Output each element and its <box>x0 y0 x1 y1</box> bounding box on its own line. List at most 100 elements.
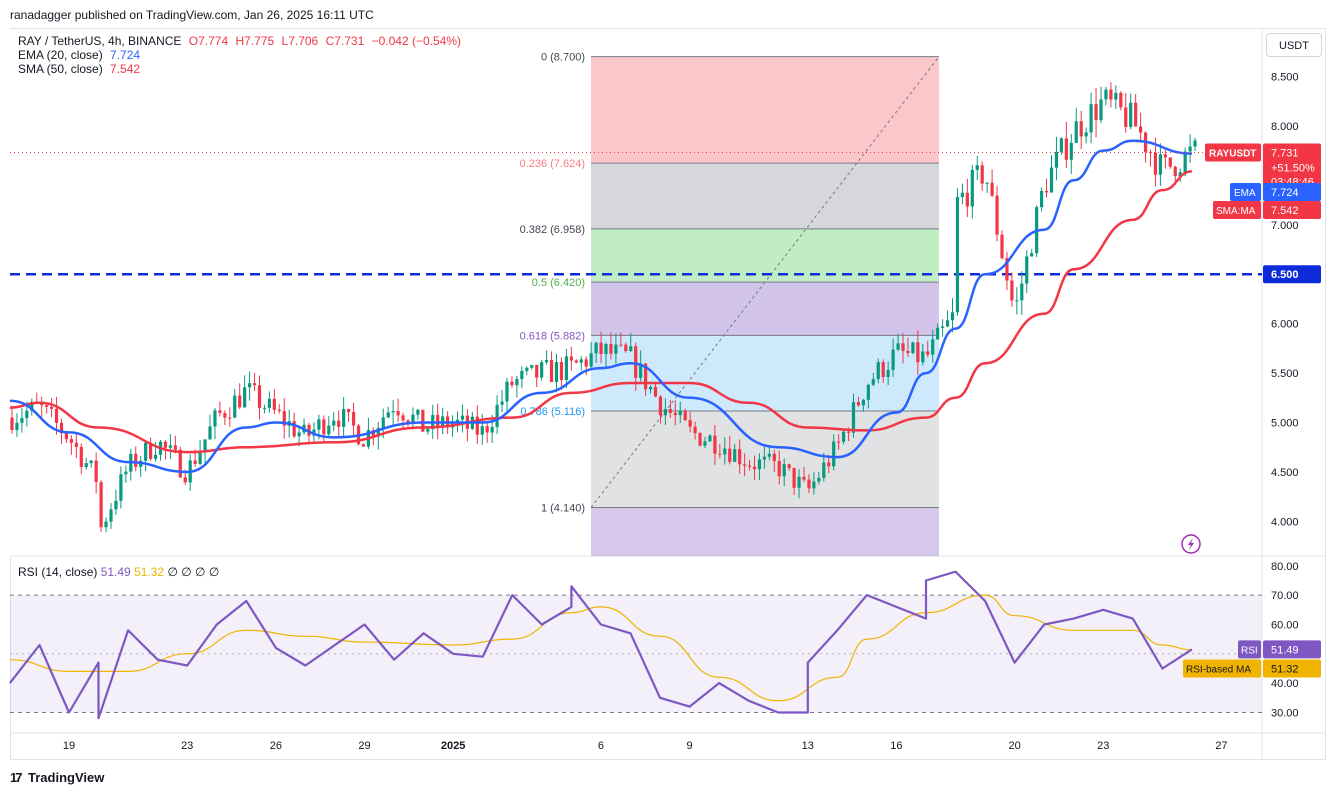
candle-body-133 <box>668 409 672 413</box>
candle-body-231 <box>1153 152 1158 175</box>
candle-body-200 <box>1000 234 1004 259</box>
candle-body-140 <box>703 441 707 446</box>
candle-body-185 <box>926 351 930 355</box>
candle-body-18 <box>99 482 103 528</box>
candle-body-12 <box>69 439 73 443</box>
candle-body-3 <box>25 410 29 419</box>
candle-body-180 <box>901 343 905 351</box>
candle-body-170 <box>851 402 856 433</box>
rsi-legend-value: 51.49 <box>100 565 131 579</box>
candle-body-120 <box>604 344 608 354</box>
time-tick-8: 16 <box>890 740 902 752</box>
time-tick-3: 29 <box>358 740 370 752</box>
fib-zone-0 <box>591 56 939 164</box>
candle-body-43 <box>223 413 227 418</box>
candle-body-42 <box>218 410 222 414</box>
sma50-line <box>9 170 1193 454</box>
sma-label[interactable]: SMA (50, close) <box>18 62 103 76</box>
candle-body-110 <box>554 362 559 382</box>
candle-body-205 <box>1025 256 1029 284</box>
candle-body-218 <box>1089 104 1093 133</box>
candle-body-45 <box>233 395 237 418</box>
candle-body-33 <box>173 445 177 450</box>
candle-body-221 <box>1104 89 1108 100</box>
symbol-tag-bg <box>1205 143 1261 162</box>
symbol-label[interactable]: RAY / TetherUS, 4h, BINANCE <box>18 34 182 48</box>
candle-body-99 <box>500 401 504 405</box>
candle-body-97 <box>490 426 494 433</box>
candle-body-47 <box>243 387 247 408</box>
candle-body-168 <box>842 431 846 442</box>
price-tick-9: 4.000 <box>1271 516 1299 528</box>
rsi-ma-tag-value-bg <box>1263 659 1321 678</box>
candle-body-41 <box>213 410 217 427</box>
tradingview-logo[interactable]: 17 TradingView <box>10 770 104 785</box>
candle-body-19 <box>104 521 108 528</box>
ema-value: 7.724 <box>110 48 141 62</box>
candle-body-50 <box>257 385 262 408</box>
sma-tag-value-bg <box>1263 201 1321 219</box>
candle-body-111 <box>559 362 564 381</box>
rsi-ma-tag-label: RSI-based MA <box>1186 664 1251 675</box>
candle-body-14 <box>79 446 83 468</box>
candle-body-223 <box>1114 92 1118 100</box>
candle-body-108 <box>545 360 549 363</box>
ema-label[interactable]: EMA (20, close) <box>18 48 103 62</box>
candle-body-6 <box>40 403 44 406</box>
candle-body-215 <box>1074 121 1078 143</box>
candle-body-196 <box>980 165 984 184</box>
rsi-tick-0: 80.00 <box>1271 561 1299 573</box>
candle-body-124 <box>624 344 628 352</box>
candle-body-141 <box>708 435 712 442</box>
candle-body-213 <box>1064 138 1068 160</box>
candle-body-52 <box>267 398 271 408</box>
candle-body-153 <box>767 453 771 457</box>
candle-body-98 <box>495 404 499 427</box>
candle-body-225 <box>1124 107 1128 128</box>
candle-body-101 <box>510 381 514 386</box>
candle-body-146 <box>733 449 737 462</box>
candle-body-228 <box>1139 126 1143 133</box>
rsi-tag-value: 51.49 <box>1271 644 1299 656</box>
candle-body-96 <box>485 426 489 433</box>
currency-button[interactable]: USDT <box>1266 33 1322 57</box>
fib-label-5: 0.786 (5.116) <box>520 406 585 418</box>
candle-body-8 <box>50 406 54 409</box>
ema-tag-value: 7.724 <box>1271 187 1299 199</box>
candle-body-201 <box>1005 258 1009 281</box>
candle-body-9 <box>54 408 59 423</box>
main-pane <box>10 29 1262 556</box>
candle-body-39 <box>203 439 207 452</box>
fib-label-6: 1 (4.140) <box>541 503 585 515</box>
candle-body-212 <box>1059 138 1063 152</box>
fib-zone-3 <box>591 282 939 336</box>
candle-body-40 <box>208 426 212 440</box>
candle-body-171 <box>856 402 861 406</box>
candle-body-238 <box>1188 146 1192 152</box>
candle-body-55 <box>282 410 286 426</box>
candle-body-214 <box>1069 142 1073 160</box>
candle-body-220 <box>1099 99 1103 121</box>
candle-body-74 <box>376 427 380 437</box>
candle-body-66 <box>337 420 341 427</box>
symbol-tag-label: RAYUSDT <box>1209 148 1256 159</box>
candle-body-224 <box>1119 92 1123 108</box>
price-tick-0: 8.500 <box>1271 71 1299 83</box>
rsi-tick-5: 30.00 <box>1271 707 1299 719</box>
candle-body-37 <box>193 460 197 464</box>
candle-body-102 <box>515 378 519 386</box>
rsi-ma-tag-label-bg <box>1183 659 1261 678</box>
candle-body-227 <box>1134 102 1138 127</box>
fib-trend-line <box>590 56 940 508</box>
candle-body-86 <box>436 414 440 427</box>
candle-body-152 <box>762 456 766 460</box>
candle-body-95 <box>480 426 484 435</box>
candle-body-1 <box>15 422 19 430</box>
candle-body-44 <box>228 417 232 419</box>
candle-body-80 <box>406 420 410 424</box>
candle-body-128 <box>644 363 648 390</box>
rsi-label[interactable]: RSI (14, close) <box>18 565 98 579</box>
candle-body-53 <box>272 398 276 410</box>
candle-body-210 <box>1049 167 1054 193</box>
